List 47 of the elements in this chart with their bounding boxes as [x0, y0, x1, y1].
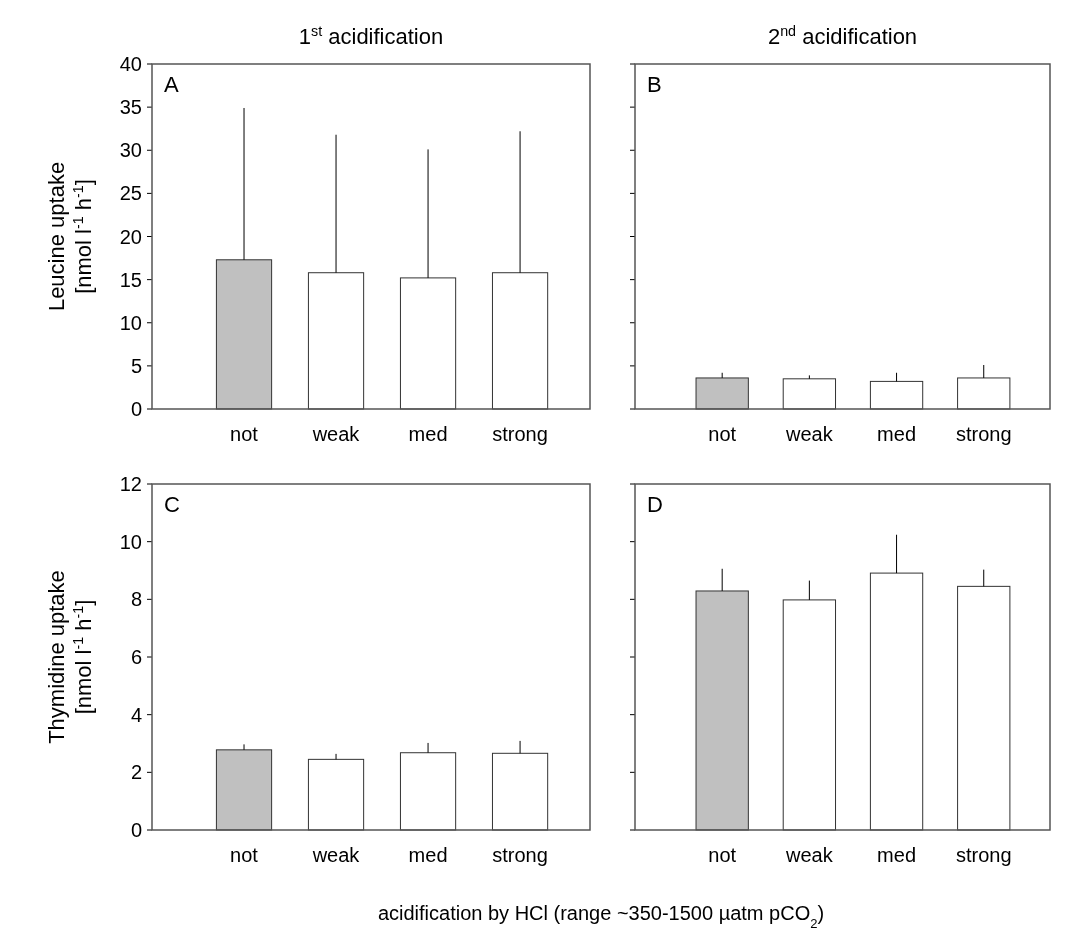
y-tick-label: 2 — [130, 761, 142, 784]
x-axis-title: acidification by HCl (range ~350-1500 µatm pCO$_{2}$) — [377, 902, 825, 931]
bar — [307, 272, 365, 410]
y-tick-label: 4 — [130, 703, 142, 726]
x-tick-label: strong — [955, 423, 1012, 445]
y-tick-label: 8 — [130, 588, 142, 611]
y-tick-label: 35 — [119, 96, 142, 119]
y-tick-label: 6 — [130, 646, 142, 668]
x-tick-label: strong — [492, 844, 548, 866]
annotation: D — [647, 492, 663, 517]
x-tick-label: weak — [311, 423, 361, 445]
y-tick-label: 10 — [119, 530, 142, 553]
y-tick-label: 30 — [119, 139, 142, 162]
x-tick-label: strong — [492, 423, 548, 445]
y-tick-label: 25 — [119, 182, 142, 205]
chart-title: 2$^{nd}$ acidification — [767, 23, 918, 49]
chart-title: 1$^{st}$ acidification — [298, 23, 444, 49]
y-tick-label: 5 — [130, 354, 142, 377]
x-tick-label: not — [708, 423, 737, 445]
annotation: B — [647, 72, 662, 97]
bar — [399, 277, 457, 410]
bar — [215, 259, 273, 410]
annotation: A — [164, 72, 179, 97]
y-tick-label: 0 — [130, 819, 142, 841]
annotation: C — [164, 492, 180, 517]
y-tick-label: 20 — [119, 225, 142, 248]
x-tick-label: weak — [785, 844, 834, 866]
x-tick-label: med — [877, 844, 917, 866]
x-tick-label: med — [408, 844, 448, 866]
x-tick-label: not — [708, 844, 737, 866]
bar — [695, 590, 749, 831]
x-tick-label: med — [408, 423, 448, 445]
y-tick-label: 40 — [119, 53, 142, 75]
x-tick-label: not — [230, 844, 259, 866]
x-tick-label: weak — [785, 423, 834, 445]
x-tick-label: not — [230, 423, 259, 445]
y-tick-label: 15 — [119, 268, 142, 291]
y-tick-label: 12 — [119, 473, 142, 495]
x-tick-label: weak — [311, 844, 361, 866]
y-tick-label: 0 — [130, 398, 142, 420]
bar — [782, 599, 837, 831]
bar — [491, 272, 549, 410]
bar — [957, 585, 1011, 831]
x-tick-label: strong — [955, 844, 1012, 866]
bar — [869, 572, 924, 831]
y-tick-label: 10 — [119, 311, 142, 334]
x-tick-label: med — [877, 423, 917, 445]
